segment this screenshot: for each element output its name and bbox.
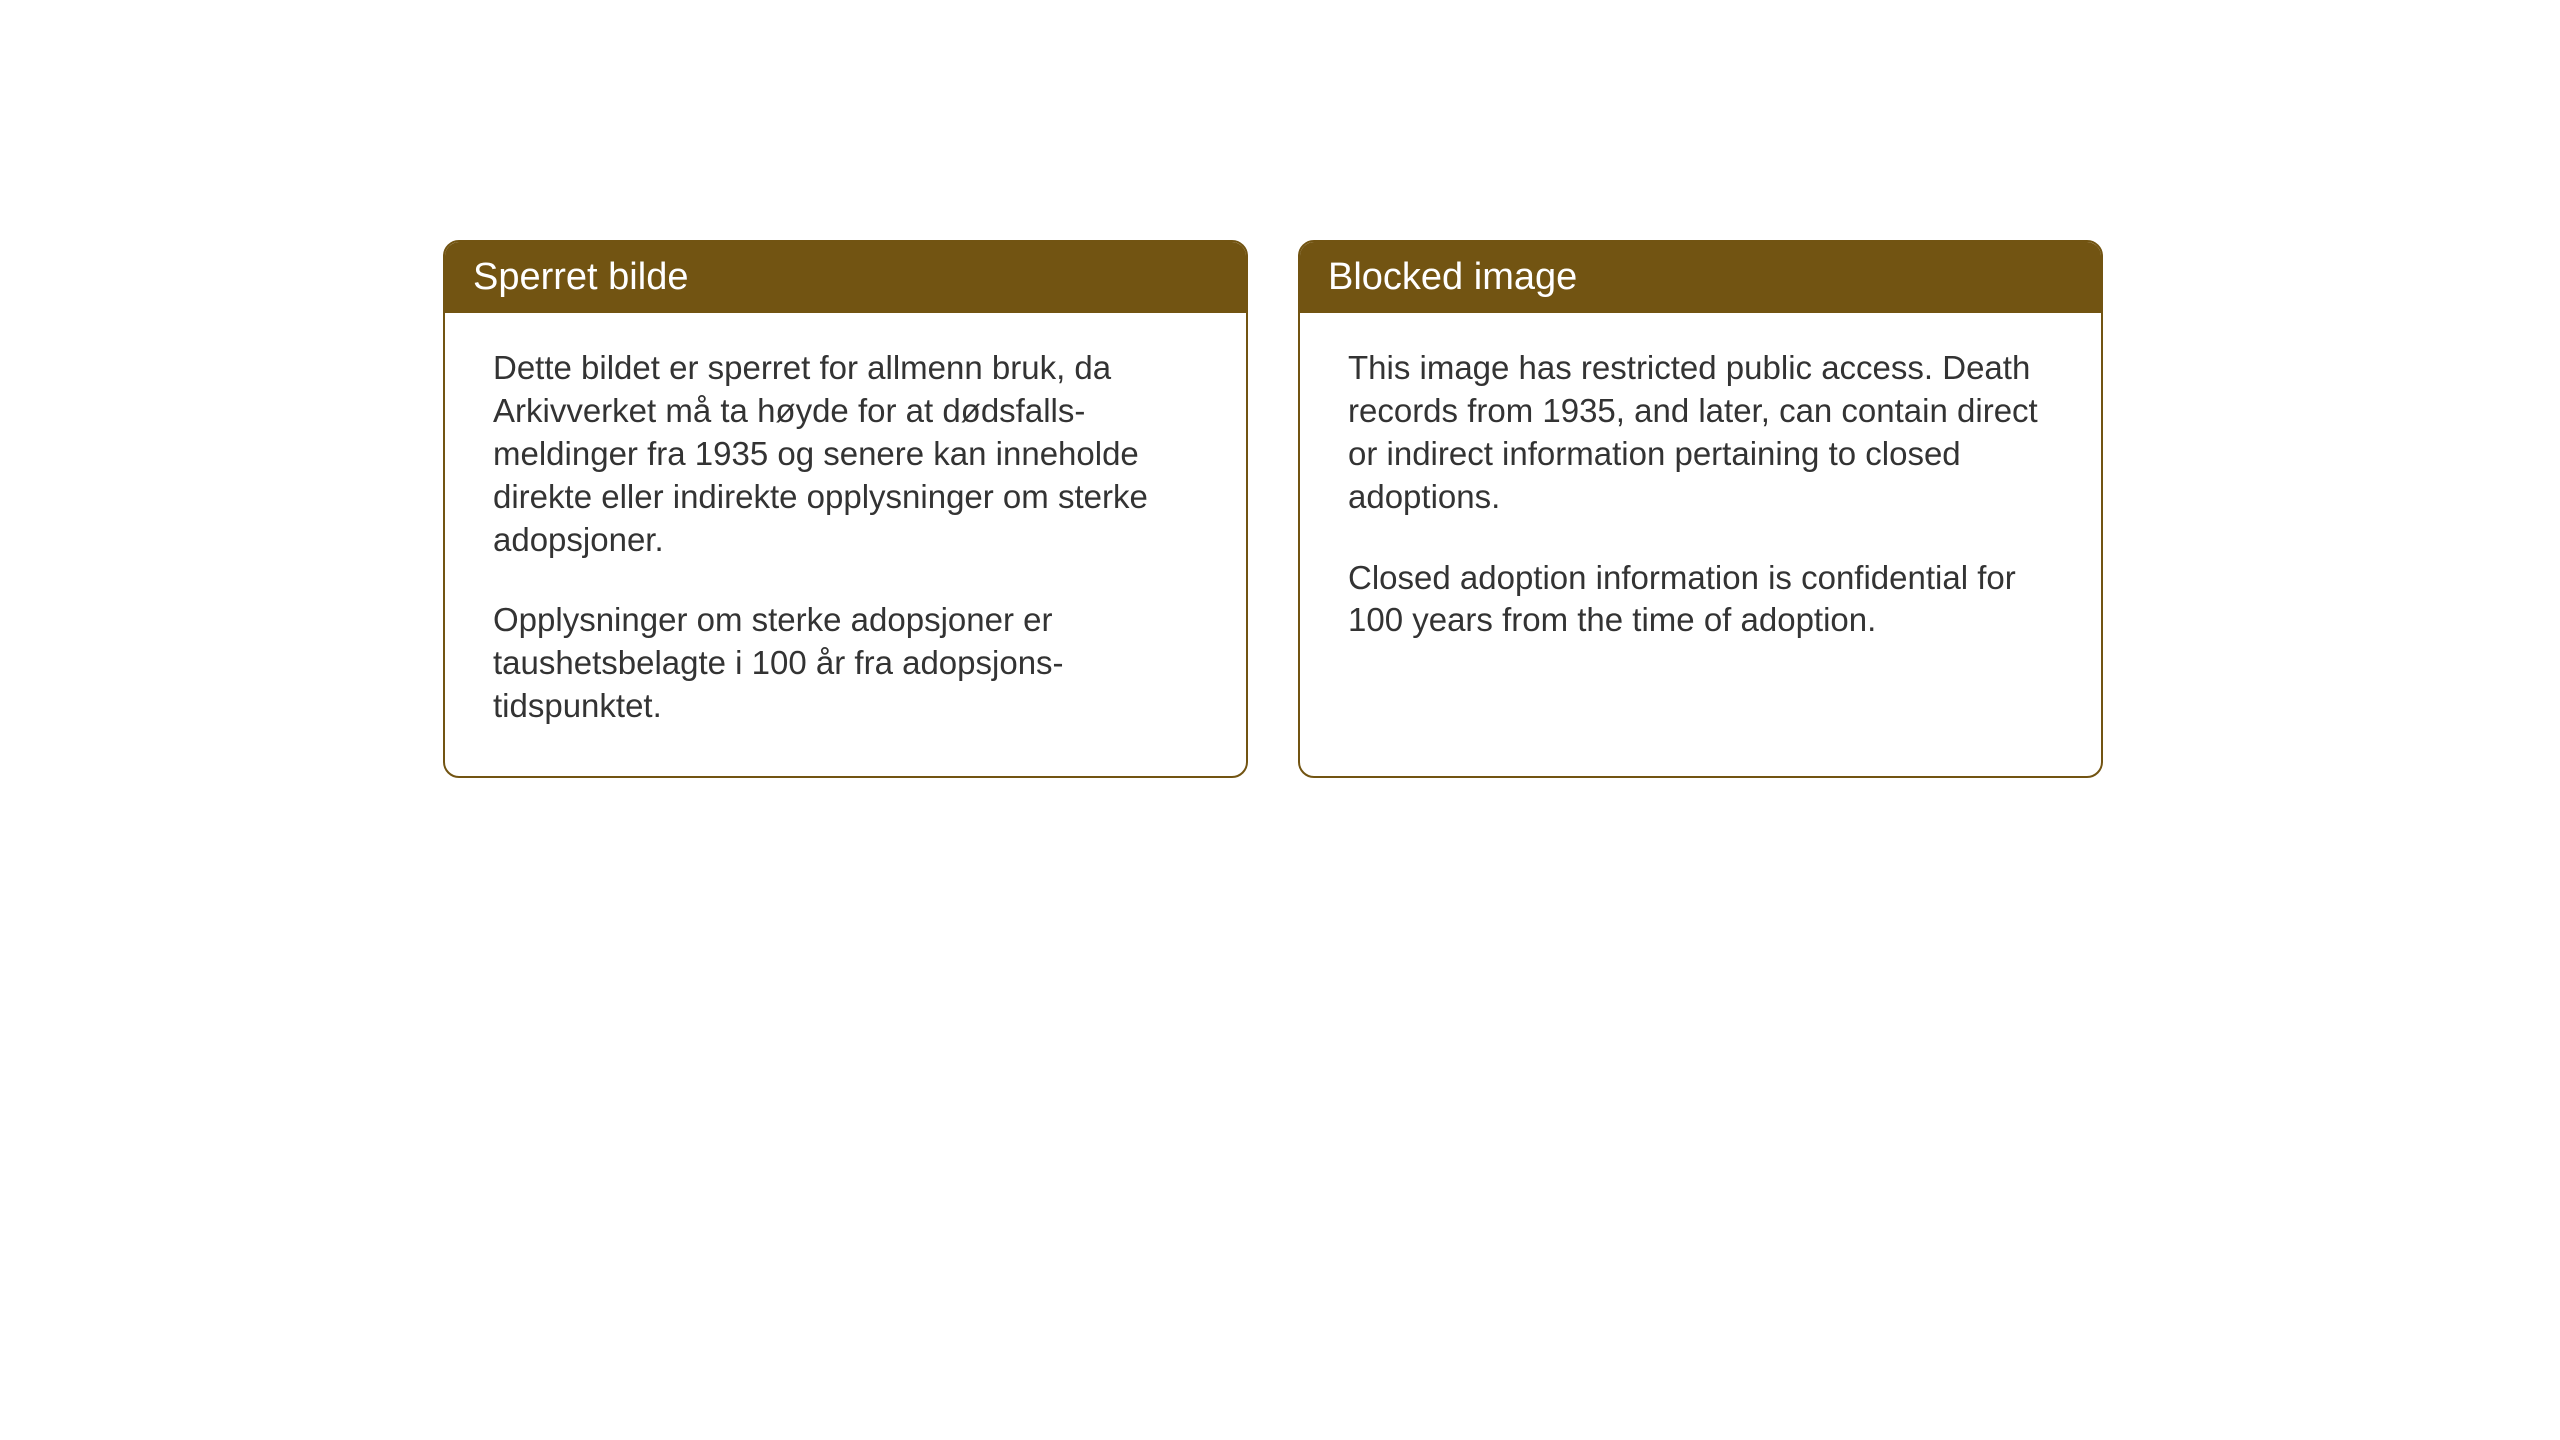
norwegian-card-title: Sperret bilde: [445, 242, 1246, 313]
english-card-body: This image has restricted public access.…: [1300, 313, 2101, 733]
english-paragraph-2: Closed adoption information is confident…: [1348, 557, 2053, 643]
norwegian-paragraph-2: Opplysninger om sterke adopsjoner er tau…: [493, 599, 1198, 728]
notice-cards-container: Sperret bilde Dette bildet er sperret fo…: [443, 240, 2103, 778]
norwegian-paragraph-1: Dette bildet er sperret for allmenn bruk…: [493, 347, 1198, 561]
norwegian-card-body: Dette bildet er sperret for allmenn bruk…: [445, 313, 1246, 776]
english-paragraph-1: This image has restricted public access.…: [1348, 347, 2053, 519]
english-card-title: Blocked image: [1300, 242, 2101, 313]
norwegian-notice-card: Sperret bilde Dette bildet er sperret fo…: [443, 240, 1248, 778]
english-notice-card: Blocked image This image has restricted …: [1298, 240, 2103, 778]
